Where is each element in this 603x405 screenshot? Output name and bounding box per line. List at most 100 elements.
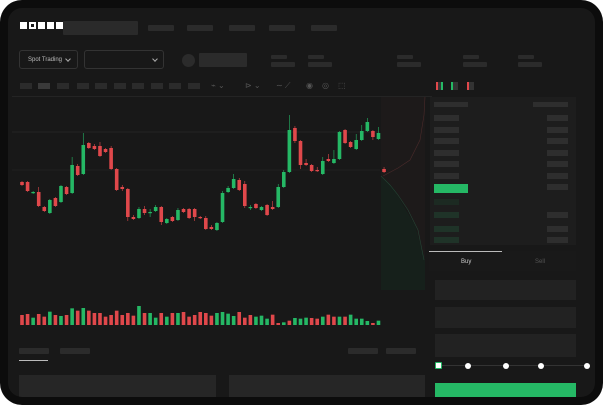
timeframe-button[interactable] — [77, 83, 89, 89]
bid-row-price[interactable] — [434, 212, 459, 218]
bid-row-amount[interactable] — [547, 226, 568, 232]
nav-item[interactable] — [187, 25, 213, 31]
timeframe-button[interactable] — [151, 83, 163, 89]
timeframe-button[interactable] — [57, 83, 69, 89]
candle-body — [281, 172, 286, 187]
bid-row-price[interactable] — [434, 237, 459, 243]
volume-bar — [204, 313, 208, 325]
timeframe-button[interactable] — [38, 83, 50, 89]
slider-mark-75[interactable] — [538, 363, 544, 369]
ask-row-price[interactable] — [434, 161, 459, 167]
ask-row-amount[interactable] — [547, 161, 568, 167]
candle-body — [226, 188, 230, 192]
stat-label — [463, 55, 479, 59]
ask-row-price[interactable] — [434, 115, 459, 121]
bottom-filter[interactable] — [386, 348, 416, 354]
buy-tab[interactable]: Buy — [461, 259, 472, 265]
candle-body — [126, 189, 130, 217]
candle-body — [248, 207, 253, 209]
candle-body — [320, 161, 325, 174]
nav-item[interactable] — [229, 25, 255, 31]
timeframe-button[interactable] — [95, 83, 107, 89]
ask-row-amount[interactable] — [547, 184, 568, 190]
slider-handle[interactable] — [435, 362, 442, 369]
orderbook-both-icon[interactable] — [436, 82, 443, 90]
candlestick-chart[interactable] — [8, 8, 595, 397]
ask-row-amount[interactable] — [547, 150, 568, 156]
ask-row-price[interactable] — [434, 173, 459, 179]
volume-bar — [20, 315, 24, 325]
volume-bar — [70, 308, 74, 325]
orderbook-header-price — [434, 102, 468, 107]
search-bar[interactable] — [63, 21, 138, 35]
ruler-icon[interactable]: ∼ ⟋ — [276, 81, 291, 90]
stat-value — [518, 62, 542, 67]
orderbook-asks-icon[interactable] — [467, 82, 474, 90]
ask-row-price[interactable] — [434, 127, 459, 133]
indicator-icon[interactable]: ⌁ ⌄ — [211, 81, 225, 90]
ask-row-price[interactable] — [434, 138, 459, 144]
candle-body — [181, 209, 186, 212]
volume-bar — [120, 315, 125, 325]
amount-input[interactable] — [435, 307, 576, 328]
last-price-badge[interactable] — [434, 184, 468, 193]
nav-item[interactable] — [269, 25, 295, 31]
timeframe-button[interactable] — [169, 83, 181, 89]
app-screen: Spot Trading ⌁ ⌄ ⊳ ⌄ ∼ ⟋ ◉ ◎ ⬚ — [8, 8, 595, 397]
candle-body — [237, 180, 242, 190]
okx-logo[interactable] — [20, 22, 63, 29]
bid-row-amount[interactable] — [547, 237, 568, 243]
ask-row-amount[interactable] — [547, 173, 568, 179]
candle-body — [326, 159, 331, 161]
bid-row-price[interactable] — [434, 199, 459, 205]
slider-mark-100[interactable] — [584, 363, 590, 369]
fullscreen-icon[interactable]: ⬚ — [338, 81, 346, 90]
market-dropdown[interactable]: Spot Trading — [19, 50, 78, 69]
bottom-filter[interactable] — [348, 348, 378, 354]
bid-row-price[interactable] — [434, 226, 459, 232]
orderbook-bids-icon[interactable] — [451, 82, 458, 90]
nav-item[interactable] — [311, 25, 337, 31]
stat-label — [518, 55, 534, 59]
timeframe-button[interactable] — [114, 83, 126, 89]
total-input[interactable] — [435, 334, 576, 357]
timeframe-button[interactable] — [132, 83, 144, 89]
volume-bar — [92, 313, 97, 325]
nav-item[interactable] — [148, 25, 174, 31]
ask-row-amount[interactable] — [547, 138, 568, 144]
bid-row-amount[interactable] — [547, 212, 568, 218]
timeframe-button[interactable] — [188, 83, 200, 89]
trade-tabs — [429, 251, 576, 271]
volume-bar — [148, 313, 152, 325]
slider-mark-50[interactable] — [503, 363, 509, 369]
candle-body — [231, 179, 236, 188]
ask-row-amount[interactable] — [547, 127, 568, 133]
order-book — [430, 97, 576, 245]
timeframe-button[interactable] — [20, 83, 32, 89]
bottom-panel-left — [19, 375, 216, 397]
volume-bar — [31, 317, 35, 325]
candle-body — [159, 207, 164, 222]
bottom-tab-open-orders[interactable] — [19, 348, 49, 354]
slider-track[interactable] — [440, 365, 590, 366]
ask-row-amount[interactable] — [547, 115, 568, 121]
buy-button[interactable] — [435, 383, 576, 397]
candle-body — [198, 217, 203, 219]
bottom-tab-history[interactable] — [60, 348, 90, 354]
candle-body — [165, 219, 169, 223]
draw-line-icon[interactable]: ⊳ ⌄ — [245, 81, 261, 90]
candle-body — [371, 131, 375, 137]
slider-mark-25[interactable] — [465, 363, 471, 369]
candle-body — [215, 223, 219, 230]
candle-body — [265, 205, 269, 215]
volume-bar — [226, 313, 230, 325]
price-input[interactable] — [435, 280, 576, 300]
volume-bar — [187, 316, 191, 325]
candle-body — [354, 140, 358, 149]
camera-icon[interactable]: ◉ — [306, 81, 313, 90]
pair-dropdown[interactable] — [84, 50, 164, 69]
ask-row-price[interactable] — [434, 150, 459, 156]
sell-tab[interactable]: Sell — [535, 259, 546, 265]
settings-icon[interactable]: ◎ — [322, 81, 329, 90]
candle-body — [109, 148, 113, 169]
